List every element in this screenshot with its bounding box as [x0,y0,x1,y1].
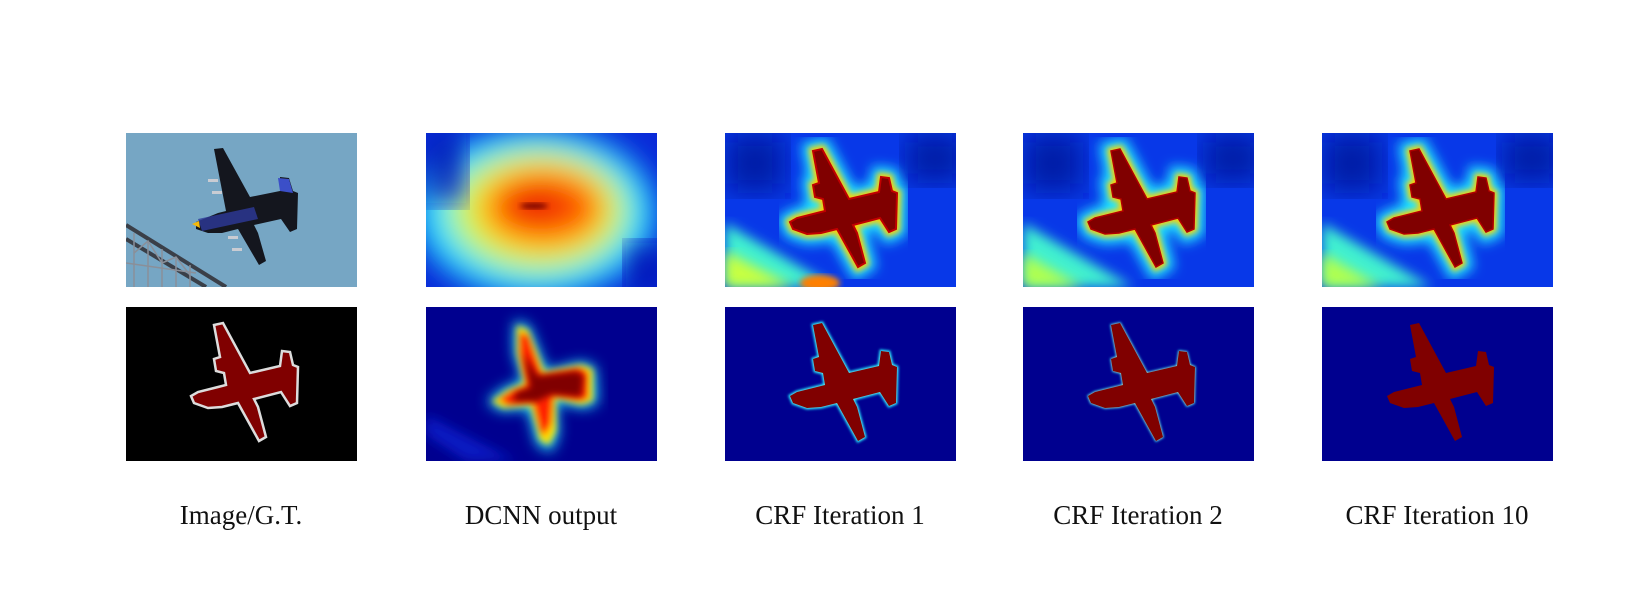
dcnn-score-map [426,133,657,287]
crf-iter10-score-map [1322,133,1553,287]
dcnn-belief-map [426,307,657,461]
column-label-crf-iteration-1: CRF Iteration 1 [755,500,925,530]
crf-iter1-score-map [725,133,956,287]
ground-truth-mask [126,307,357,461]
column-label-crf-iteration-2: CRF Iteration 2 [1053,500,1223,530]
column-label-image-gt: Image/G.T. [179,500,303,530]
crf-iter1-belief-map [725,307,956,461]
column-label-crf-iteration-10: CRF Iteration 10 [1345,500,1529,530]
column-label-dcnn-output: DCNN output [464,500,618,530]
crf-iter10-belief-map [1322,307,1553,461]
crf-iter2-belief-map [1023,307,1254,461]
crf-iter2-score-map [1023,133,1254,287]
input-photo [126,133,357,287]
